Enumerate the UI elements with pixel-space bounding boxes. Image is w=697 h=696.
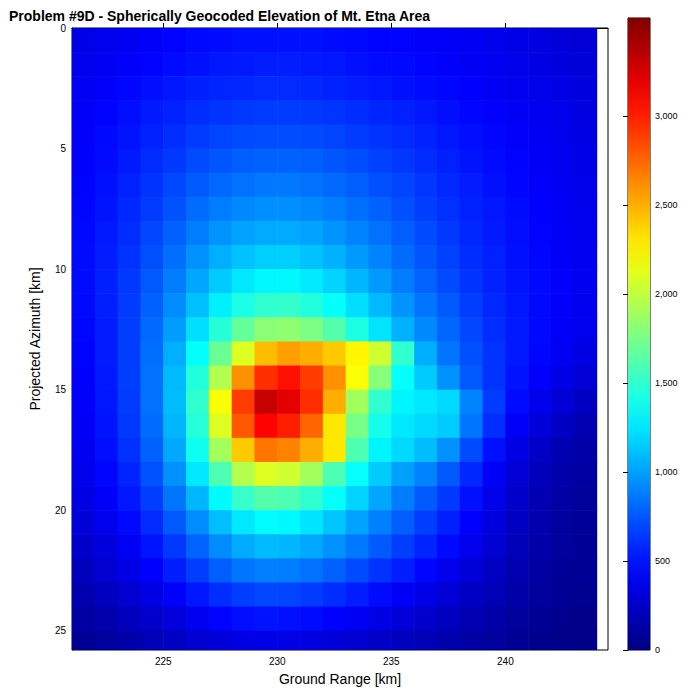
svg-text:2,500: 2,500 <box>655 200 678 210</box>
svg-text:3,000: 3,000 <box>655 111 678 121</box>
svg-text:10: 10 <box>55 264 67 275</box>
svg-text:Problem #9D - Spherically Geoc: Problem #9D - Spherically Geocoded Eleva… <box>9 8 430 24</box>
svg-text:Projected Azimuth [km]: Projected Azimuth [km] <box>27 267 43 410</box>
svg-text:1,500: 1,500 <box>655 378 678 388</box>
svg-text:Ground Range [km]: Ground Range [km] <box>279 671 401 687</box>
svg-text:5: 5 <box>60 143 66 154</box>
svg-text:235: 235 <box>383 656 400 667</box>
svg-text:230: 230 <box>269 656 286 667</box>
svg-text:225: 225 <box>155 656 172 667</box>
svg-text:0: 0 <box>655 645 660 655</box>
svg-text:25: 25 <box>55 625 67 636</box>
svg-text:20: 20 <box>55 505 67 516</box>
svg-text:500: 500 <box>655 556 670 566</box>
svg-text:2,000: 2,000 <box>655 289 678 299</box>
svg-text:15: 15 <box>55 384 67 395</box>
svg-text:1,000: 1,000 <box>655 467 678 477</box>
svg-text:240: 240 <box>497 656 514 667</box>
svg-text:0: 0 <box>60 23 66 34</box>
